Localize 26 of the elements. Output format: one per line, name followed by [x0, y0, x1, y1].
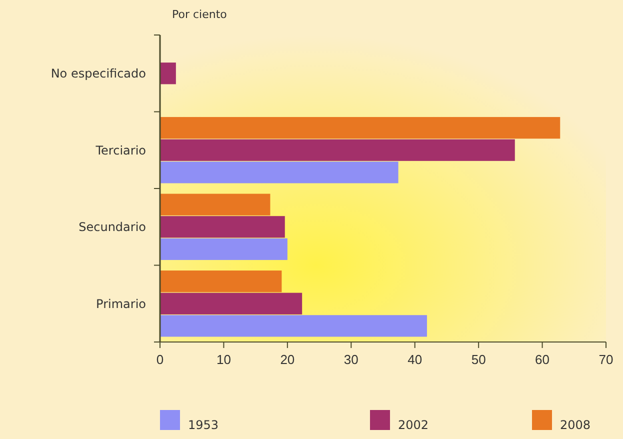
y-tick-label: Primario	[96, 296, 146, 311]
bar	[160, 194, 270, 216]
y-axis-title: Por ciento	[172, 8, 228, 21]
y-tick-label: Secundario	[78, 220, 146, 234]
bar	[160, 292, 302, 314]
x-tick-label: 40	[408, 352, 422, 367]
y-tick-label: No especificado	[50, 66, 146, 81]
bar	[160, 270, 282, 292]
legend-label: 2008	[560, 418, 591, 432]
bar	[160, 315, 427, 337]
x-tick-label: 10	[216, 352, 231, 367]
x-tick-label: 70	[598, 352, 614, 367]
x-tick-label: 50	[471, 352, 486, 367]
bar	[160, 117, 560, 139]
x-tick-label: 30	[344, 352, 358, 367]
bar	[160, 162, 398, 184]
legend-label: 1953	[188, 418, 219, 432]
y-tick-label: Terciario	[94, 143, 146, 158]
bar	[160, 62, 176, 84]
x-tick-label: 20	[280, 352, 295, 367]
x-tick-label: 0	[156, 352, 164, 367]
bar	[160, 238, 288, 260]
legend-label: 2002	[398, 418, 429, 432]
bar	[160, 139, 515, 161]
bar	[160, 216, 285, 238]
x-tick-label: 60	[535, 352, 550, 367]
